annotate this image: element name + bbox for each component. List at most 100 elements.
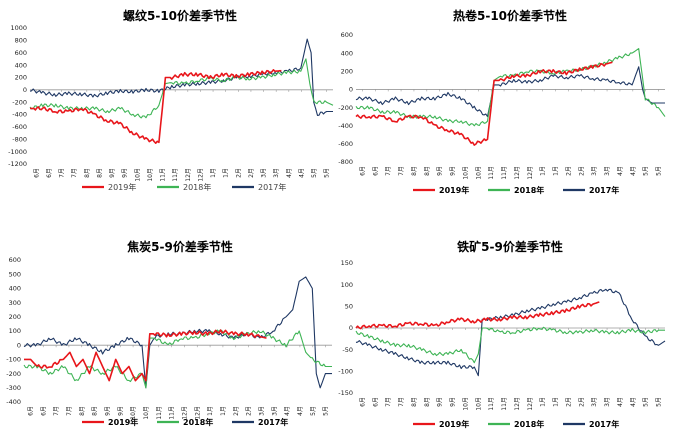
x-tick-label: 4月: [286, 168, 293, 178]
x-tick-label: 10月: [130, 406, 137, 420]
x-tick-label: 10月: [462, 397, 469, 411]
x-tick-label: 6月: [27, 406, 34, 416]
x-tick-label: 9月: [122, 168, 129, 178]
chart-title: 铁矿5-9价差季节性: [457, 239, 563, 254]
x-tick-label: 2月: [565, 166, 572, 176]
legend-label: 2019年: [439, 185, 469, 195]
x-tick-label: 12月: [527, 397, 534, 411]
y-tick-label: -600: [12, 123, 27, 131]
series-line-2017年: [29, 38, 333, 117]
x-tick-label: 1月: [210, 168, 217, 178]
x-tick-label: 12月: [197, 168, 204, 182]
x-tick-label: 1月: [540, 166, 547, 176]
x-tick-label: 3月: [261, 168, 268, 178]
x-tick-label: 5月: [643, 166, 650, 176]
x-tick-label: 5月: [643, 397, 650, 407]
y-tick-label: -200: [338, 104, 353, 112]
y-tick-label: -400: [338, 122, 353, 130]
x-tick-label: 6月: [359, 166, 366, 176]
y-tick-label: 600: [15, 49, 27, 57]
y-tick-label: -100: [6, 356, 21, 364]
x-tick-label: 8月: [84, 168, 91, 178]
y-tick-label: 600: [9, 256, 21, 264]
x-tick-label: 4月: [617, 166, 624, 176]
chart-panel-4: 铁矿5-9价差季节性 150 100 50 0 -50 -100 -150 6月 6月 7月 7月 8月…: [338, 239, 666, 429]
y-tick-label: 200: [9, 313, 21, 321]
x-tick-label: 10月: [475, 166, 482, 180]
x-tick-label: 8月: [79, 406, 86, 416]
chart-panel-3: 焦炭5-9价差季节性 600 500 400 300 200 100 0 -100 -200 -30…: [6, 239, 332, 427]
y-tick-label: -300: [6, 384, 21, 392]
x-tick-label: 2月: [578, 166, 585, 176]
x-tick-label: 11月: [501, 397, 508, 411]
x-tick-label: 12月: [181, 406, 188, 420]
y-tick-label: -800: [338, 158, 353, 166]
x-tick-label: 12月: [185, 168, 192, 182]
x-tick-label: 11月: [488, 397, 495, 411]
chart-title: 螺纹5-10价差季节性: [123, 8, 237, 23]
x-tick-label: 3月: [591, 166, 598, 176]
legend-label: 2017年: [258, 182, 286, 192]
y-tick-label: -600: [338, 140, 353, 148]
series-line-2019年: [24, 329, 267, 382]
legend-label: 2019年: [439, 419, 469, 429]
x-tick-label: 10月: [475, 397, 482, 411]
x-tick-label: 5月: [656, 166, 663, 176]
series-line-2018年: [23, 329, 332, 389]
y-tick-label: 400: [9, 285, 21, 293]
x-tick-label: 4月: [630, 397, 637, 407]
x-tick-label: 7月: [385, 397, 392, 407]
x-tick-label: 11月: [172, 168, 179, 182]
series-line-2017年: [355, 66, 665, 118]
y-tick-label: 100: [9, 327, 21, 335]
x-tick-label: 9月: [117, 406, 124, 416]
y-tick-label: 400: [341, 49, 353, 57]
chart-panel-1: 螺纹5-10价差季节性 1000 800 600 400 200 0 -200 -400 -600…: [8, 8, 334, 192]
x-tick-label: 6月: [46, 168, 53, 178]
legend-label: 2017年: [589, 419, 619, 429]
y-tick-label: -800: [12, 135, 27, 143]
x-tick-label: 1月: [223, 168, 230, 178]
x-tick-label: 10月: [134, 168, 141, 182]
y-tick-label: 0: [349, 324, 353, 332]
y-tick-label: -50: [342, 346, 353, 354]
x-tick-label: 4月: [630, 166, 637, 176]
x-tick-label: 8月: [411, 397, 418, 407]
x-tick-label: 3月: [604, 397, 611, 407]
x-tick-label: 9月: [104, 406, 111, 416]
x-tick-label: 1月: [553, 397, 560, 407]
x-tick-label: 4月: [617, 397, 624, 407]
x-tick-label: 6月: [372, 397, 379, 407]
chart-panel-2: 热卷5-10价差季节性 600 400 200 0 -200 -400 -600 -800 6月 6…: [338, 8, 666, 195]
y-tick-label: 150: [341, 259, 353, 267]
x-tick-label: 9月: [437, 166, 444, 176]
x-tick-label: 2月: [235, 168, 242, 178]
x-tick-label: 8月: [424, 166, 431, 176]
x-tick-label: 1月: [220, 406, 227, 416]
series-line-2019年: [30, 69, 282, 144]
x-tick-label: 1月: [540, 397, 547, 407]
x-tick-label: 11月: [156, 406, 163, 420]
x-tick-label: 7月: [398, 397, 405, 407]
x-tick-label: 11月: [160, 168, 167, 182]
x-tick-label: 7月: [398, 166, 405, 176]
x-tick-label: 3月: [258, 406, 265, 416]
x-tick-label: 7月: [385, 166, 392, 176]
x-tick-label: 7月: [53, 406, 60, 416]
x-tick-label: 11月: [169, 406, 176, 420]
x-tick-label: 5月: [324, 168, 331, 178]
series-line-2017年: [23, 276, 332, 389]
x-tick-label: 12月: [514, 166, 521, 180]
y-tick-label: 200: [15, 74, 27, 82]
series-line-2019年: [355, 301, 600, 330]
y-tick-label: -150: [338, 389, 353, 397]
y-tick-label: 0: [349, 86, 353, 94]
x-tick-label: 2月: [246, 406, 253, 416]
y-tick-label: -400: [6, 398, 21, 406]
y-tick-label: -200: [6, 370, 21, 378]
x-tick-label: 11月: [488, 166, 495, 180]
x-tick-label: 9月: [109, 168, 116, 178]
legend-label: 2018年: [183, 417, 213, 427]
y-tick-label: 100: [341, 281, 353, 289]
y-tick-label: -400: [12, 111, 27, 119]
